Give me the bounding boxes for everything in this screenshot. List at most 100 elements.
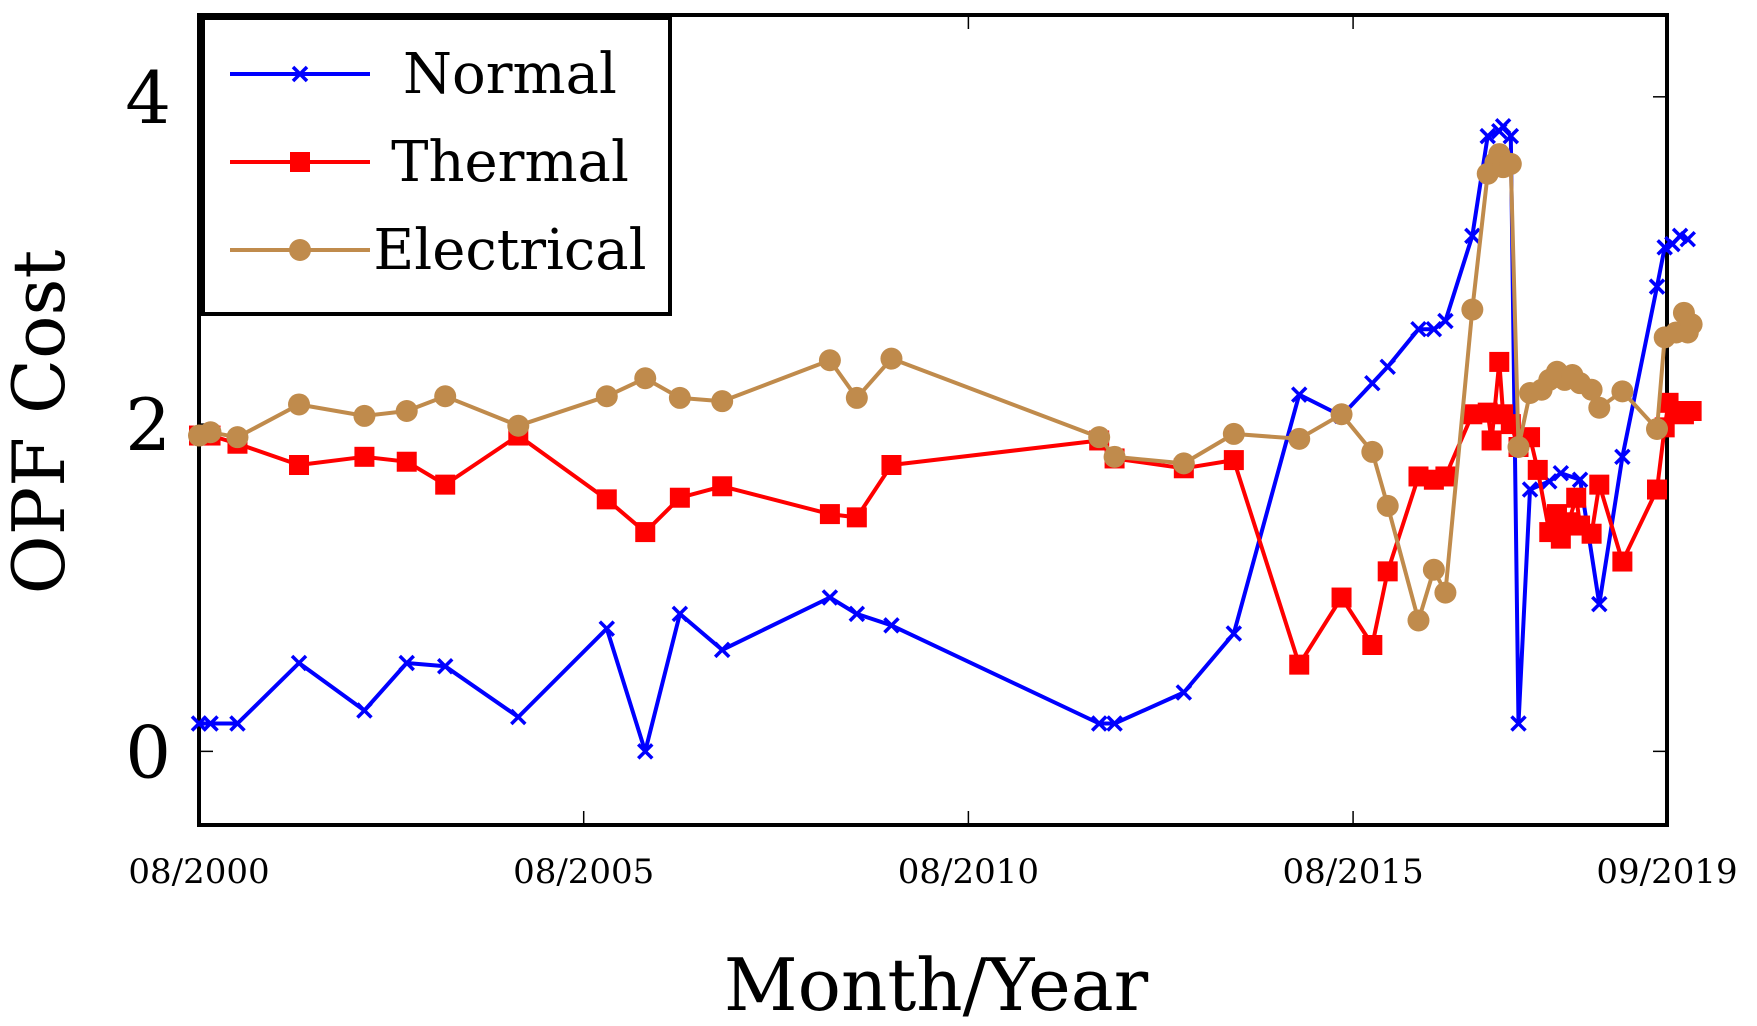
data-point-thermal xyxy=(1289,654,1310,675)
data-point-normal xyxy=(398,654,415,672)
data-point-normal xyxy=(821,589,839,606)
marker-stroke xyxy=(1648,278,1666,295)
data-point-thermal xyxy=(819,504,840,525)
marker-stroke xyxy=(1364,374,1381,392)
data-point-normal xyxy=(1106,715,1123,732)
data-point-electrical xyxy=(668,386,691,409)
marker-stroke xyxy=(1090,715,1108,732)
marker-stroke xyxy=(1591,595,1608,613)
data-point-electrical xyxy=(1407,609,1430,632)
data-point-normal xyxy=(1648,278,1666,295)
data-point-normal xyxy=(510,708,527,726)
data-point-normal xyxy=(1521,481,1539,498)
data-point-electrical xyxy=(1588,396,1611,419)
y-axis-title: OPF Cost xyxy=(0,250,81,595)
marker-stroke xyxy=(398,654,415,672)
legend-box xyxy=(201,16,672,316)
x-tick-label: 08/2015 xyxy=(1282,852,1423,892)
marker-stroke xyxy=(1479,127,1496,145)
data-point-electrical xyxy=(353,404,376,427)
y-tick-labels: 0 2 4 xyxy=(125,56,171,795)
y-tick-label: 0 xyxy=(125,710,171,794)
marker-stroke xyxy=(356,702,373,719)
data-point-normal xyxy=(1510,715,1527,732)
data-point-thermal xyxy=(635,522,656,543)
data-point-electrical xyxy=(1507,436,1530,458)
data-point-normal xyxy=(1175,684,1193,701)
x-tick-label: 08/2000 xyxy=(128,852,269,892)
data-point-normal xyxy=(229,715,246,732)
data-point-normal xyxy=(1379,358,1396,376)
data-point-normal xyxy=(1552,464,1570,482)
data-point-electrical xyxy=(1222,422,1245,445)
marker-stroke xyxy=(290,654,308,672)
data-point-normal xyxy=(598,620,616,637)
data-point-normal xyxy=(1479,127,1496,145)
marker-stroke xyxy=(1410,320,1427,338)
data-point-thermal xyxy=(596,489,617,510)
marker-stroke xyxy=(848,605,866,623)
data-point-thermal xyxy=(354,446,375,467)
marker-stroke xyxy=(1502,127,1520,145)
data-point-normal xyxy=(1364,374,1381,392)
data-point-normal xyxy=(436,658,454,675)
data-point-normal xyxy=(1614,448,1631,466)
series-thermal xyxy=(189,351,1702,675)
data-point-thermal xyxy=(435,474,456,495)
marker-stroke xyxy=(229,715,246,732)
data-point-thermal xyxy=(712,476,733,497)
marker-stroke xyxy=(1290,386,1308,403)
data-point-normal xyxy=(1090,715,1108,732)
marker-stroke xyxy=(1425,320,1443,338)
series-layer xyxy=(188,118,1703,760)
data-point-normal xyxy=(1410,320,1427,338)
x-tick-label: 08/2005 xyxy=(513,852,654,892)
marker-stroke xyxy=(598,620,616,637)
data-point-thermal xyxy=(1566,487,1587,508)
data-point-normal xyxy=(1225,625,1243,642)
marker-stroke xyxy=(202,715,219,732)
data-point-electrical xyxy=(507,414,530,437)
data-point-thermal xyxy=(289,455,310,475)
data-point-electrical xyxy=(1172,452,1195,475)
data-point-thermal xyxy=(1331,587,1352,608)
marker-stroke xyxy=(436,658,454,675)
x-tick-labels: 08/2000 08/2005 08/2010 08/2015 09/2019 xyxy=(128,852,1737,892)
data-point-thermal xyxy=(396,451,417,472)
marker-stroke xyxy=(1671,227,1689,245)
data-point-electrical xyxy=(1580,378,1603,401)
marker-stroke xyxy=(1571,471,1589,488)
data-point-thermal xyxy=(669,487,690,508)
data-point-electrical xyxy=(1103,445,1126,468)
data-point-thermal xyxy=(881,455,902,475)
data-point-electrical xyxy=(595,385,618,408)
legend-label-thermal: Thermal xyxy=(391,130,629,195)
marker-stroke xyxy=(1521,481,1539,498)
data-point-thermal xyxy=(1550,528,1571,549)
data-point-normal xyxy=(1290,386,1308,403)
marker-stroke xyxy=(291,65,309,83)
legend-label-normal: Normal xyxy=(403,42,617,107)
series-electrical xyxy=(188,143,1703,632)
data-point-normal xyxy=(202,715,219,732)
data-point-thermal xyxy=(846,507,867,528)
data-point-normal xyxy=(290,654,308,672)
data-point-electrical xyxy=(434,385,457,408)
data-point-thermal xyxy=(1581,523,1602,544)
data-point-electrical xyxy=(1434,581,1457,604)
y-tick-label: 2 xyxy=(125,383,171,467)
data-point-electrical xyxy=(1376,494,1399,517)
marker-stroke xyxy=(1541,473,1558,490)
data-point-thermal xyxy=(1462,404,1483,425)
data-point-thermal xyxy=(1377,561,1398,582)
data-point-thermal xyxy=(1589,474,1610,495)
x-tick-label: 09/2019 xyxy=(1596,852,1737,892)
data-point-electrical xyxy=(1288,427,1311,450)
y-tick-label: 4 xyxy=(125,56,171,140)
data-point-normal xyxy=(1679,230,1697,248)
data-point-electrical xyxy=(1461,298,1484,321)
data-point-thermal xyxy=(1681,401,1702,421)
data-point-normal xyxy=(1437,312,1454,330)
data-point-normal xyxy=(1571,471,1589,488)
